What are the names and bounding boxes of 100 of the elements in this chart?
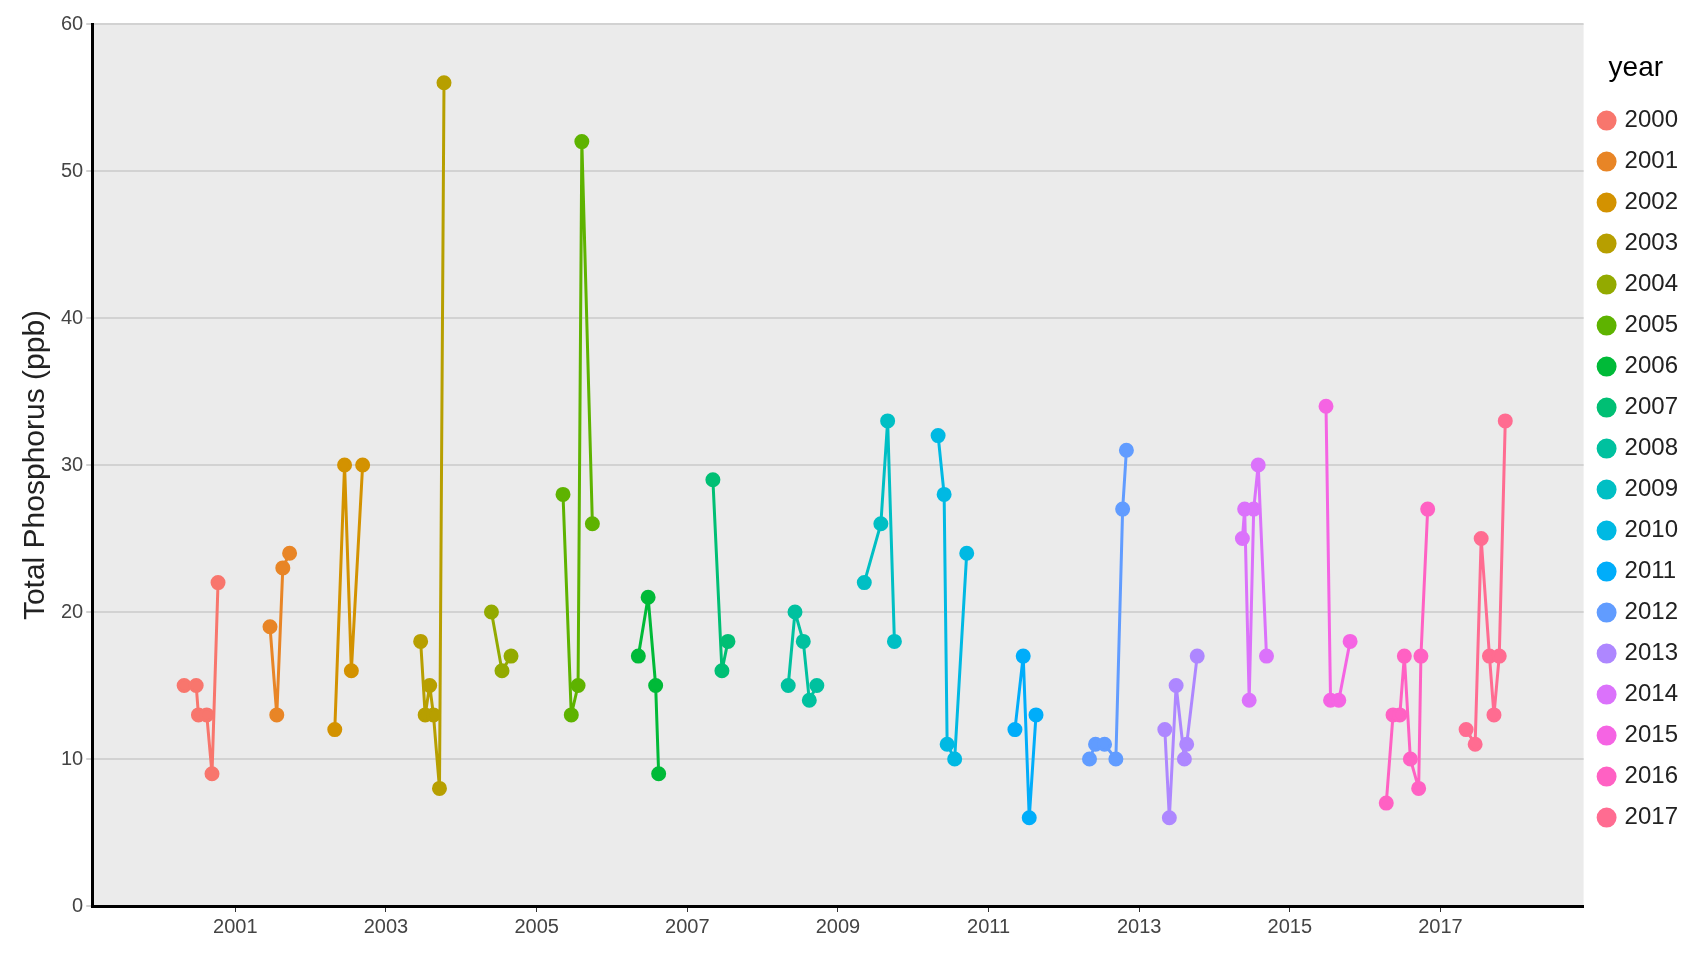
point [1497,413,1513,429]
point [1015,648,1031,664]
legend-label: 2001 [1624,146,1678,174]
point [1082,751,1097,767]
point [795,633,811,649]
point [327,722,343,738]
point [1420,501,1436,517]
legend-label: 2017 [1624,802,1678,830]
point [431,780,447,796]
point [714,663,730,679]
point [204,766,220,782]
point [176,678,192,693]
point [780,678,796,693]
point [1486,707,1502,723]
y-tick-label: 40 [61,305,84,328]
point [1189,648,1205,664]
y-tick-label: 10 [61,746,84,769]
x-tick-label: 2013 [1116,914,1162,937]
point [959,545,975,561]
x-tick-label: 2011 [967,914,1011,937]
point [930,428,946,444]
point [1157,722,1173,738]
point [337,457,353,473]
point [570,678,586,693]
point [1378,795,1394,811]
y-tick-label: 50 [61,158,84,181]
point [1161,810,1177,826]
point [1413,648,1429,664]
point [413,633,429,649]
legend-label: 2000 [1624,105,1678,133]
point [1342,633,1358,649]
point [275,560,291,576]
point [1411,780,1427,796]
legend-label: 2007 [1624,392,1678,420]
y-axis-title: Total Phosphorus (ppb) [17,309,51,621]
x-tick-label: 2009 [815,914,861,937]
legend-label: 2013 [1624,638,1678,666]
point [282,545,298,561]
point [630,648,646,664]
legend-label: 2005 [1624,310,1678,338]
point [555,486,571,502]
legend-label: 2006 [1624,351,1678,379]
y-tick-label: 60 [61,11,84,34]
point [720,633,736,649]
point [886,633,902,649]
point [648,678,664,693]
legend-label: 2008 [1624,433,1678,461]
point [1467,736,1483,752]
point [1028,707,1044,723]
y-tick-label: 30 [61,452,84,475]
point [651,766,667,782]
y-tick-label: 0 [72,893,84,916]
point [343,663,359,679]
x-tick-label: 2015 [1267,914,1313,937]
point [1021,810,1037,826]
point [483,604,499,620]
point [1318,398,1334,414]
point [1176,751,1192,767]
point [856,575,872,591]
point [188,678,204,693]
point [1473,531,1489,546]
point [436,75,452,91]
point [705,472,721,488]
point [1402,751,1418,767]
x-tick-label: 2005 [514,914,559,937]
point [269,707,285,723]
point [494,663,510,679]
legend-title: year [1608,50,1664,82]
x-tick-label: 2001 [213,914,258,937]
legend-label: 2011 [1624,556,1677,584]
point [1108,751,1124,767]
point [1007,722,1023,738]
legend-label: 2016 [1624,761,1678,789]
point [640,589,656,605]
point [1259,648,1275,664]
point [880,413,896,429]
point [1168,678,1184,693]
point [563,707,579,723]
point [210,575,226,591]
legend-label: 2002 [1624,187,1678,215]
legend-label: 2004 [1624,269,1678,297]
point [262,619,278,635]
legend-label: 2010 [1624,515,1678,543]
point [1396,648,1412,664]
point [787,604,803,620]
point [1458,722,1474,738]
x-tick-label: 2017 [1418,914,1463,937]
point [1115,501,1131,517]
point [1250,457,1266,473]
point [574,134,590,150]
point [1241,692,1257,708]
legend-label: 2003 [1624,228,1678,256]
point [936,486,952,502]
legend-label: 2015 [1624,720,1678,748]
point [503,648,519,664]
point [809,678,825,693]
point [1118,442,1134,458]
point [422,678,438,693]
point [355,457,371,473]
x-tick-label: 2007 [665,914,710,937]
